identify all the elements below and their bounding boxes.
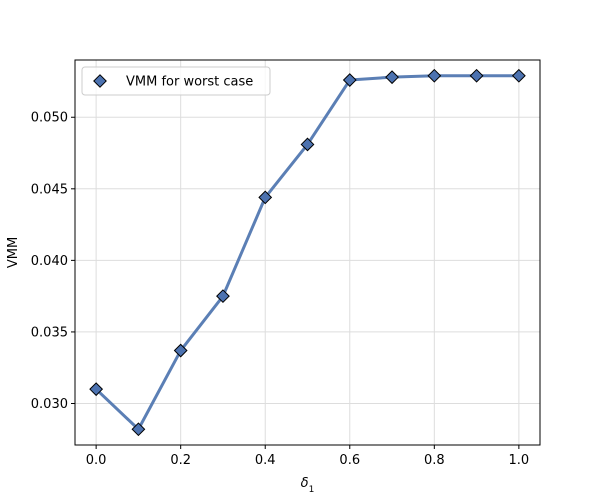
data-point — [216, 289, 230, 304]
y-tick-label: 0.035 — [31, 325, 68, 340]
grid — [75, 60, 540, 445]
data-point — [511, 68, 526, 83]
x-tick-label: 0.8 — [424, 453, 445, 468]
data-point — [89, 382, 104, 397]
y-tick-label: 0.045 — [31, 182, 68, 197]
x-axis-label-sub: 1 — [309, 485, 315, 495]
legend-box — [81, 66, 271, 96]
x-tick-label: 0.2 — [170, 453, 191, 468]
legend-marker-diamond — [93, 74, 107, 88]
x-tick-label: 0.4 — [255, 453, 276, 468]
y-axis: 0.030 0.035 0.040 0.045 0.050 — [31, 111, 75, 412]
data-point — [300, 137, 315, 152]
data-point — [173, 343, 188, 358]
legend-marker — [93, 74, 107, 88]
legend: VMM for worst case — [81, 66, 271, 96]
x-axis-label: δ1 — [301, 476, 315, 495]
data-point — [131, 422, 146, 437]
x-tick-label: 0.0 — [86, 453, 107, 468]
data-point — [385, 70, 399, 85]
x-axis-label-base: δ — [301, 476, 309, 491]
legend-label: VMM for worst case — [126, 75, 253, 90]
x-tick-label: 1.0 — [509, 453, 530, 468]
plot-frame — [74, 59, 541, 446]
series-line — [94, 74, 521, 431]
y-tick-label: 0.050 — [31, 111, 68, 126]
y-tick-label: 0.030 — [31, 397, 68, 412]
x-axis: 0.0 0.2 0.4 0.6 0.8 1.0 — [86, 445, 529, 468]
y-axis-label: VMM — [6, 237, 21, 268]
data-point — [342, 73, 357, 87]
x-tick-label: 0.6 — [339, 453, 360, 468]
data-point — [258, 190, 273, 205]
series-layer — [89, 68, 526, 437]
y-tick-label: 0.040 — [31, 254, 68, 269]
data-point — [469, 68, 484, 83]
data-point — [427, 68, 442, 83]
